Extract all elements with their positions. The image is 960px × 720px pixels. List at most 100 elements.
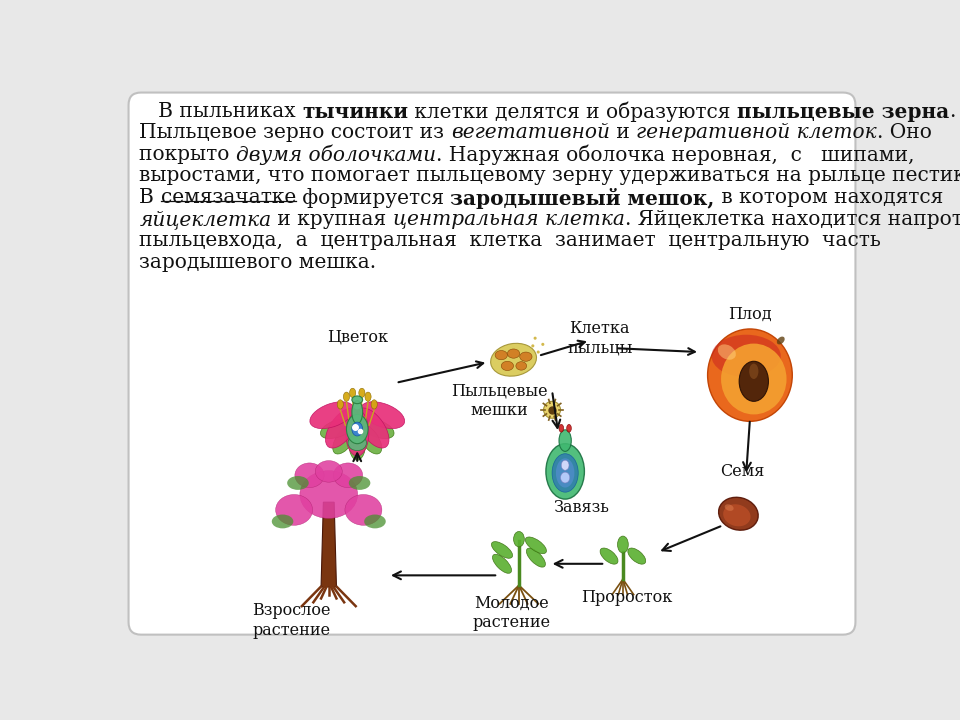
Ellipse shape: [349, 388, 356, 397]
Ellipse shape: [344, 392, 349, 401]
Text: Пыльцевое зерно состоит из: Пыльцевое зерно состоит из: [139, 123, 450, 143]
Ellipse shape: [534, 337, 537, 340]
Ellipse shape: [562, 460, 569, 470]
Ellipse shape: [315, 461, 342, 482]
Ellipse shape: [617, 536, 628, 553]
Text: зародышевый мешок,: зародышевый мешок,: [450, 188, 714, 209]
Ellipse shape: [531, 344, 535, 348]
Text: выростами, что помогает пыльцевому зерну удерживаться на рыльце пестика.: выростами, что помогает пыльцевому зерну…: [139, 166, 960, 186]
Ellipse shape: [600, 548, 618, 564]
Text: В пыльниках: В пыльниках: [139, 102, 302, 121]
Ellipse shape: [566, 424, 571, 432]
Ellipse shape: [552, 454, 578, 492]
Ellipse shape: [721, 343, 786, 415]
Ellipse shape: [501, 361, 514, 371]
Ellipse shape: [287, 476, 309, 490]
Text: . Наружная оболочка неровная,  с   шипами,: . Наружная оболочка неровная, с шипами,: [436, 145, 915, 166]
Ellipse shape: [546, 444, 585, 499]
Text: зародышевого мешка.: зародышевого мешка.: [139, 253, 376, 271]
Text: Взрослое
растение: Взрослое растение: [252, 603, 331, 639]
Ellipse shape: [723, 504, 751, 526]
Ellipse shape: [345, 495, 382, 526]
Ellipse shape: [365, 392, 372, 401]
Ellipse shape: [359, 388, 365, 397]
Ellipse shape: [526, 548, 545, 567]
Ellipse shape: [352, 400, 363, 423]
Text: пыльцевхода,  а  центральная  клетка  занимает  центральную  часть: пыльцевхода, а центральная клетка занима…: [139, 231, 881, 250]
Ellipse shape: [725, 504, 733, 511]
Text: Плод: Плод: [728, 306, 772, 323]
Text: . Яйцеклетка находится напротив: . Яйцеклетка находится напротив: [625, 210, 960, 228]
Ellipse shape: [346, 410, 369, 456]
Text: Цветок: Цветок: [326, 329, 388, 346]
Ellipse shape: [559, 424, 564, 432]
Ellipse shape: [514, 531, 524, 547]
Ellipse shape: [525, 537, 546, 554]
Ellipse shape: [348, 476, 371, 490]
Ellipse shape: [495, 351, 508, 360]
Text: . Оно: . Оно: [876, 123, 931, 143]
Ellipse shape: [348, 426, 366, 460]
Ellipse shape: [347, 415, 368, 444]
Text: пыльцевые зерна: пыльцевые зерна: [737, 102, 949, 122]
Ellipse shape: [337, 400, 344, 409]
Ellipse shape: [541, 343, 544, 346]
Ellipse shape: [352, 396, 363, 404]
Text: Клетка
пыльцы: Клетка пыльцы: [567, 320, 633, 356]
Ellipse shape: [352, 422, 363, 436]
Ellipse shape: [333, 463, 363, 487]
Ellipse shape: [711, 335, 780, 377]
Ellipse shape: [556, 459, 574, 487]
Ellipse shape: [276, 495, 313, 526]
Text: двумя оболочками: двумя оболочками: [236, 145, 436, 166]
Ellipse shape: [718, 344, 736, 360]
Text: яйцеклетка: яйцеклетка: [139, 210, 272, 228]
Ellipse shape: [708, 329, 792, 421]
Text: генеративной клеток: генеративной клеток: [636, 123, 876, 143]
Ellipse shape: [300, 471, 358, 518]
Ellipse shape: [777, 336, 784, 344]
Ellipse shape: [559, 430, 571, 451]
Ellipse shape: [537, 351, 540, 354]
Ellipse shape: [272, 515, 294, 528]
Ellipse shape: [361, 419, 394, 438]
Ellipse shape: [543, 401, 561, 418]
Ellipse shape: [310, 402, 354, 428]
Text: клетки делятся и образуются: клетки делятся и образуются: [408, 102, 737, 122]
Text: тычинки: тычинки: [302, 102, 408, 122]
Text: вегетативной: вегетативной: [450, 123, 610, 143]
Ellipse shape: [739, 361, 768, 401]
Text: Пыльцевые
мешки: Пыльцевые мешки: [451, 383, 548, 420]
Polygon shape: [321, 502, 336, 587]
Ellipse shape: [295, 463, 324, 487]
Text: формируется: формируется: [296, 188, 450, 208]
Ellipse shape: [519, 352, 532, 361]
Ellipse shape: [492, 541, 513, 558]
Text: Молодое
растение: Молодое растение: [473, 595, 551, 631]
Text: Проросток: Проросток: [581, 589, 672, 606]
Ellipse shape: [361, 402, 404, 428]
Ellipse shape: [749, 364, 758, 379]
Ellipse shape: [628, 548, 646, 564]
Text: и крупная: и крупная: [272, 210, 393, 228]
Text: Завязь: Завязь: [553, 499, 609, 516]
FancyBboxPatch shape: [129, 93, 855, 634]
Text: В: В: [139, 188, 160, 207]
Ellipse shape: [508, 349, 519, 359]
Ellipse shape: [364, 515, 386, 528]
Text: покрыто: покрыто: [139, 145, 236, 164]
Ellipse shape: [325, 408, 358, 448]
Ellipse shape: [561, 472, 570, 483]
Text: центральная клетка: центральная клетка: [393, 210, 625, 228]
Ellipse shape: [321, 419, 353, 438]
Ellipse shape: [516, 361, 527, 370]
Text: Семя: Семя: [720, 463, 764, 480]
Text: в котором находятся: в котором находятся: [714, 188, 943, 207]
Ellipse shape: [333, 424, 357, 454]
Ellipse shape: [357, 424, 382, 454]
Text: семязачатке: семязачатке: [160, 188, 296, 207]
Ellipse shape: [492, 554, 512, 573]
Ellipse shape: [372, 400, 377, 409]
Ellipse shape: [491, 343, 537, 376]
Ellipse shape: [719, 498, 758, 530]
